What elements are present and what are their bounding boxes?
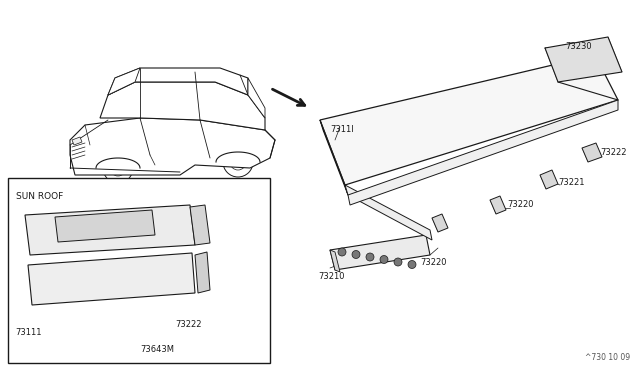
Text: 73111: 73111: [15, 328, 42, 337]
Text: 73230: 73230: [565, 42, 591, 51]
Polygon shape: [25, 205, 195, 255]
Polygon shape: [540, 170, 558, 189]
Polygon shape: [108, 68, 140, 95]
Circle shape: [380, 256, 388, 263]
Text: 73643M: 73643M: [140, 345, 174, 354]
Text: 73220: 73220: [507, 200, 534, 209]
Polygon shape: [320, 55, 618, 185]
Polygon shape: [248, 78, 265, 118]
Polygon shape: [330, 250, 340, 272]
Polygon shape: [70, 118, 275, 175]
Polygon shape: [582, 143, 602, 162]
Text: 73210: 73210: [318, 272, 344, 281]
Polygon shape: [432, 214, 448, 232]
Polygon shape: [100, 82, 265, 130]
Text: SUN ROOF: SUN ROOF: [16, 192, 63, 201]
Circle shape: [338, 248, 346, 256]
Polygon shape: [348, 100, 618, 205]
Text: 73221: 73221: [558, 178, 584, 187]
Circle shape: [366, 253, 374, 261]
Text: 7311l: 7311l: [330, 125, 354, 134]
Polygon shape: [190, 205, 210, 245]
Polygon shape: [195, 252, 210, 293]
Polygon shape: [545, 37, 622, 82]
Polygon shape: [330, 235, 430, 270]
Circle shape: [408, 260, 416, 269]
Polygon shape: [345, 185, 432, 240]
Text: ^730 10 09: ^730 10 09: [585, 353, 630, 362]
Circle shape: [352, 250, 360, 259]
Text: 73222: 73222: [600, 148, 627, 157]
Text: 73220: 73220: [420, 258, 447, 267]
Polygon shape: [28, 253, 195, 305]
Polygon shape: [320, 120, 348, 195]
Text: 73222: 73222: [175, 320, 202, 329]
Polygon shape: [72, 137, 82, 145]
Bar: [8, 178, 270, 363]
Polygon shape: [55, 210, 155, 242]
Polygon shape: [108, 68, 248, 95]
Circle shape: [394, 258, 402, 266]
Polygon shape: [490, 196, 506, 214]
